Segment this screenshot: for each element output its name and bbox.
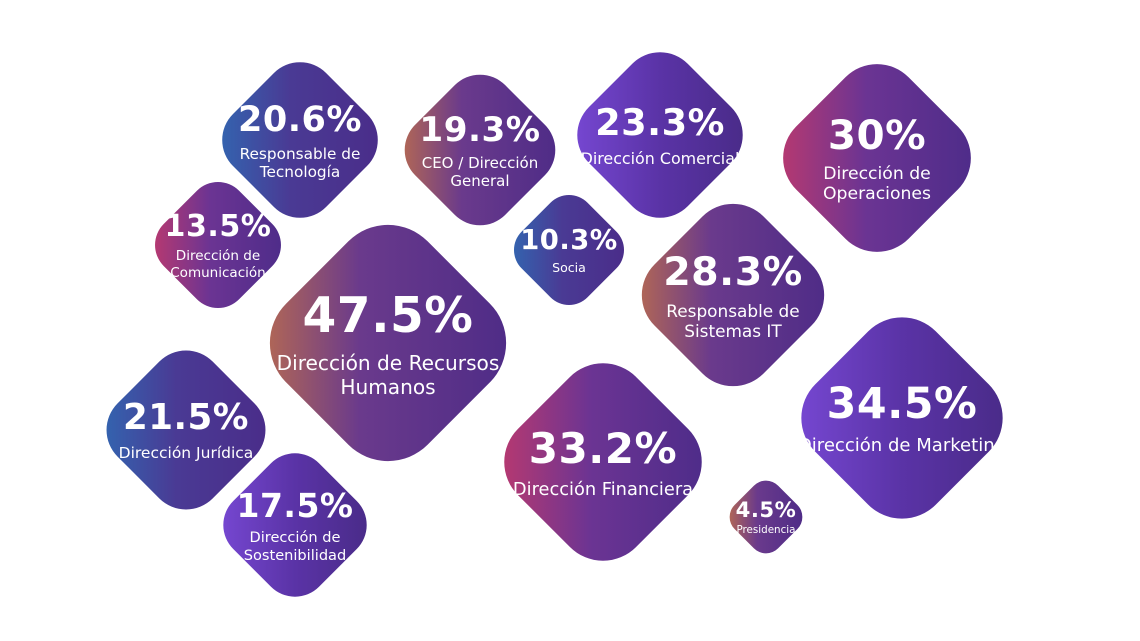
value-label: 10.3%	[520, 224, 618, 256]
value-label: 30%	[827, 110, 927, 159]
bubble	[404, 74, 556, 226]
category-label: CEO / Dirección General	[421, 154, 539, 191]
label-box: 10.3% Socia	[511, 184, 627, 316]
label-box: 28.3% Responsable de Sistemas IT	[637, 186, 829, 404]
bubble-label: 20.6% Responsable de Tecnología	[218, 47, 382, 233]
bubble-label: 4.5%Presidencia	[728, 474, 805, 561]
label-box: 30% Dirección de Operaciones	[778, 46, 976, 271]
bubble	[729, 480, 803, 554]
bubble-label: 28.3% Responsable de Sistemas IT	[637, 186, 829, 404]
value-label: 20.6%	[237, 98, 363, 140]
category-label: Dirección Jurídica	[118, 443, 254, 462]
category-label: Responsable de Sistemas IT	[666, 300, 800, 341]
label-box: 17.5% Dirección de Sostenibilidad	[220, 439, 371, 611]
bubble-label: 19.3% CEO / Dirección General	[401, 60, 560, 240]
category-label: Dirección Comercial	[580, 149, 740, 169]
bubble	[783, 64, 971, 252]
label-box: 34.5% Dirección de Marketing	[796, 298, 1008, 539]
label-box: 21.5% Dirección Jurídica	[102, 335, 269, 525]
bubble-label: 10.3% Socia	[511, 184, 627, 316]
label-box: 13.5% Dirección de Comunicación	[152, 170, 285, 321]
bubble-label: 33.2% Dirección Financiera	[499, 344, 707, 580]
label-box: 4.5% Presidencia	[728, 474, 805, 561]
bubble-label: 47.5% Dirección de Recursos Humanos	[264, 202, 513, 485]
value-label: 13.5%	[164, 209, 272, 245]
bubble-label: 13.5%Dirección de Comunicación	[152, 170, 285, 321]
value-label: 19.3%	[419, 109, 541, 150]
label-box: 20.6% Responsable de Tecnología	[218, 47, 382, 233]
value-label: 23.3%	[595, 101, 725, 145]
bubble-label: 17.5% Dirección de Sostenibilidad	[220, 439, 371, 611]
bubble	[513, 194, 625, 306]
bubble-label: 21.5% Dirección Jurídica	[102, 335, 269, 525]
value-label: 47.5%	[302, 287, 474, 344]
bubble	[577, 52, 743, 218]
label-box: 33.2% Dirección Financiera	[499, 344, 707, 580]
value-label: 4.5%	[735, 497, 797, 523]
value-label: 33.2%	[528, 423, 678, 473]
value-label: 34.5%	[826, 379, 978, 430]
category-label: Dirección de Marketing	[797, 435, 1007, 457]
category-label: Dirección de Recursos Humanos	[276, 350, 500, 399]
category-label: Dirección Financiera	[512, 478, 694, 500]
label-box: 19.3% CEO / Dirección General	[401, 60, 560, 240]
category-label: Dirección de Operaciones	[823, 163, 931, 205]
category-label: Presidencia	[736, 524, 796, 537]
value-label: 17.5%	[236, 485, 354, 525]
category-label: Responsable de Tecnología	[239, 144, 361, 181]
bubble	[269, 224, 507, 462]
category-label: Socia	[552, 260, 586, 276]
bubble	[801, 317, 1003, 519]
label-box: 47.5% Dirección de Recursos Humanos	[264, 202, 513, 485]
bubble	[223, 453, 367, 597]
bubble	[155, 182, 281, 308]
bubble	[641, 203, 825, 387]
bubble	[106, 350, 266, 510]
bubble-label: 34.5% Dirección de Marketing	[796, 298, 1008, 539]
bubble-label: 30%Dirección de Operaciones	[778, 46, 976, 271]
category-label: Dirección de Sostenibilidad	[243, 529, 347, 564]
bubble	[504, 363, 702, 561]
value-label: 21.5%	[122, 397, 249, 439]
value-label: 28.3%	[663, 248, 803, 295]
bubble-label: 23.3% Dirección Comercial	[573, 36, 747, 234]
label-box: 23.3% Dirección Comercial	[573, 36, 747, 234]
category-label: Dirección de Comunicación	[170, 248, 266, 281]
bubble	[222, 62, 378, 218]
